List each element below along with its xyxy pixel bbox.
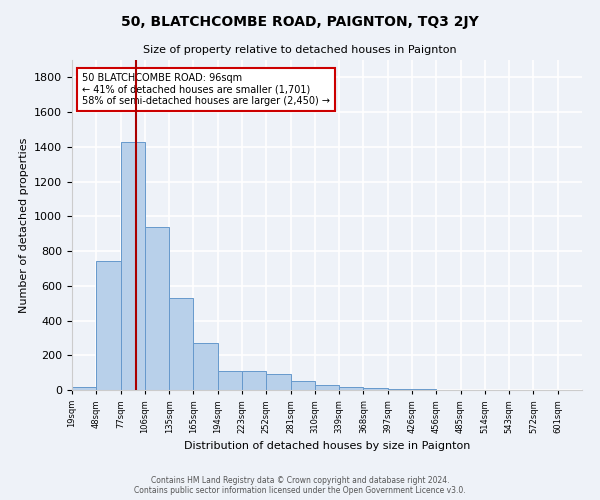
Bar [145, 226, 169, 390]
Bar [364, 388, 388, 390]
Text: 50, BLATCHCOMBE ROAD, PAIGNTON, TQ3 2JY: 50, BLATCHCOMBE ROAD, PAIGNTON, TQ3 2JY [121, 15, 479, 29]
Bar [290, 382, 315, 390]
Bar [218, 371, 242, 390]
Bar [388, 389, 412, 390]
Bar [412, 389, 436, 390]
Bar [96, 262, 121, 390]
Bar [193, 343, 218, 390]
Bar [169, 298, 193, 390]
X-axis label: Distribution of detached houses by size in Paignton: Distribution of detached houses by size … [184, 442, 470, 452]
Bar [242, 371, 266, 390]
Bar [121, 142, 145, 390]
Bar [266, 374, 290, 390]
Bar [339, 386, 364, 390]
Text: Size of property relative to detached houses in Paignton: Size of property relative to detached ho… [143, 45, 457, 55]
Text: Contains HM Land Registry data © Crown copyright and database right 2024.
Contai: Contains HM Land Registry data © Crown c… [134, 476, 466, 495]
Y-axis label: Number of detached properties: Number of detached properties [19, 138, 29, 312]
Bar [72, 386, 96, 390]
Text: 50 BLATCHCOMBE ROAD: 96sqm
← 41% of detached houses are smaller (1,701)
58% of s: 50 BLATCHCOMBE ROAD: 96sqm ← 41% of deta… [82, 73, 330, 106]
Bar [315, 385, 339, 390]
